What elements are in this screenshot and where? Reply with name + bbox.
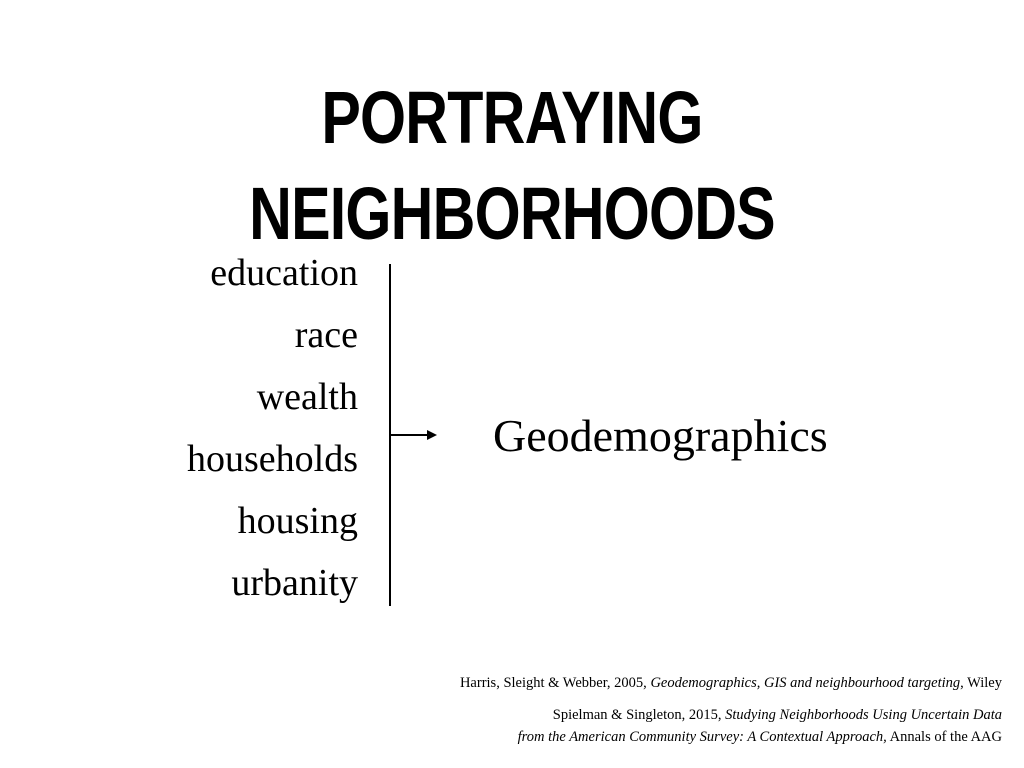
- reference-authors: Spielman & Singleton, 2015,: [552, 707, 726, 723]
- reference-journal: Annals of the AAG: [886, 729, 1002, 745]
- factor-wealth: wealth: [256, 376, 358, 418]
- reference-publisher: , Wiley: [960, 675, 1002, 691]
- factor-education: education: [210, 252, 358, 294]
- reference-title: Geodemographics, GIS and neighbourhood t…: [650, 675, 961, 691]
- arrow-head-icon: [427, 430, 437, 440]
- reference-authors: Harris, Sleight & Webber, 2005,: [459, 675, 651, 691]
- factor-urbanity: urbanity: [231, 562, 358, 604]
- factor-race: race: [294, 314, 358, 356]
- factor-list: education race wealth households housing…: [187, 242, 358, 614]
- factor-households: households: [187, 438, 358, 480]
- result-label: Geodemographics: [493, 410, 828, 461]
- reference-title-line1: Studying Neighborhoods Using Uncertain D…: [725, 707, 1002, 723]
- references: Harris, Sleight & Webber, 2005, Geodemog…: [460, 672, 1002, 748]
- factor-housing: housing: [237, 500, 358, 542]
- bracket-line: [389, 264, 391, 606]
- reference-harris: Harris, Sleight & Webber, 2005, Geodemog…: [460, 672, 1002, 694]
- arrow-shaft: [391, 434, 429, 436]
- reference-spielman: Spielman & Singleton, 2015, Studying Nei…: [460, 704, 1002, 748]
- reference-title-line2: from the American Community Survey: A Co…: [517, 729, 887, 745]
- slide-title: PORTRAYING NEIGHBORHOODS: [249, 76, 776, 255]
